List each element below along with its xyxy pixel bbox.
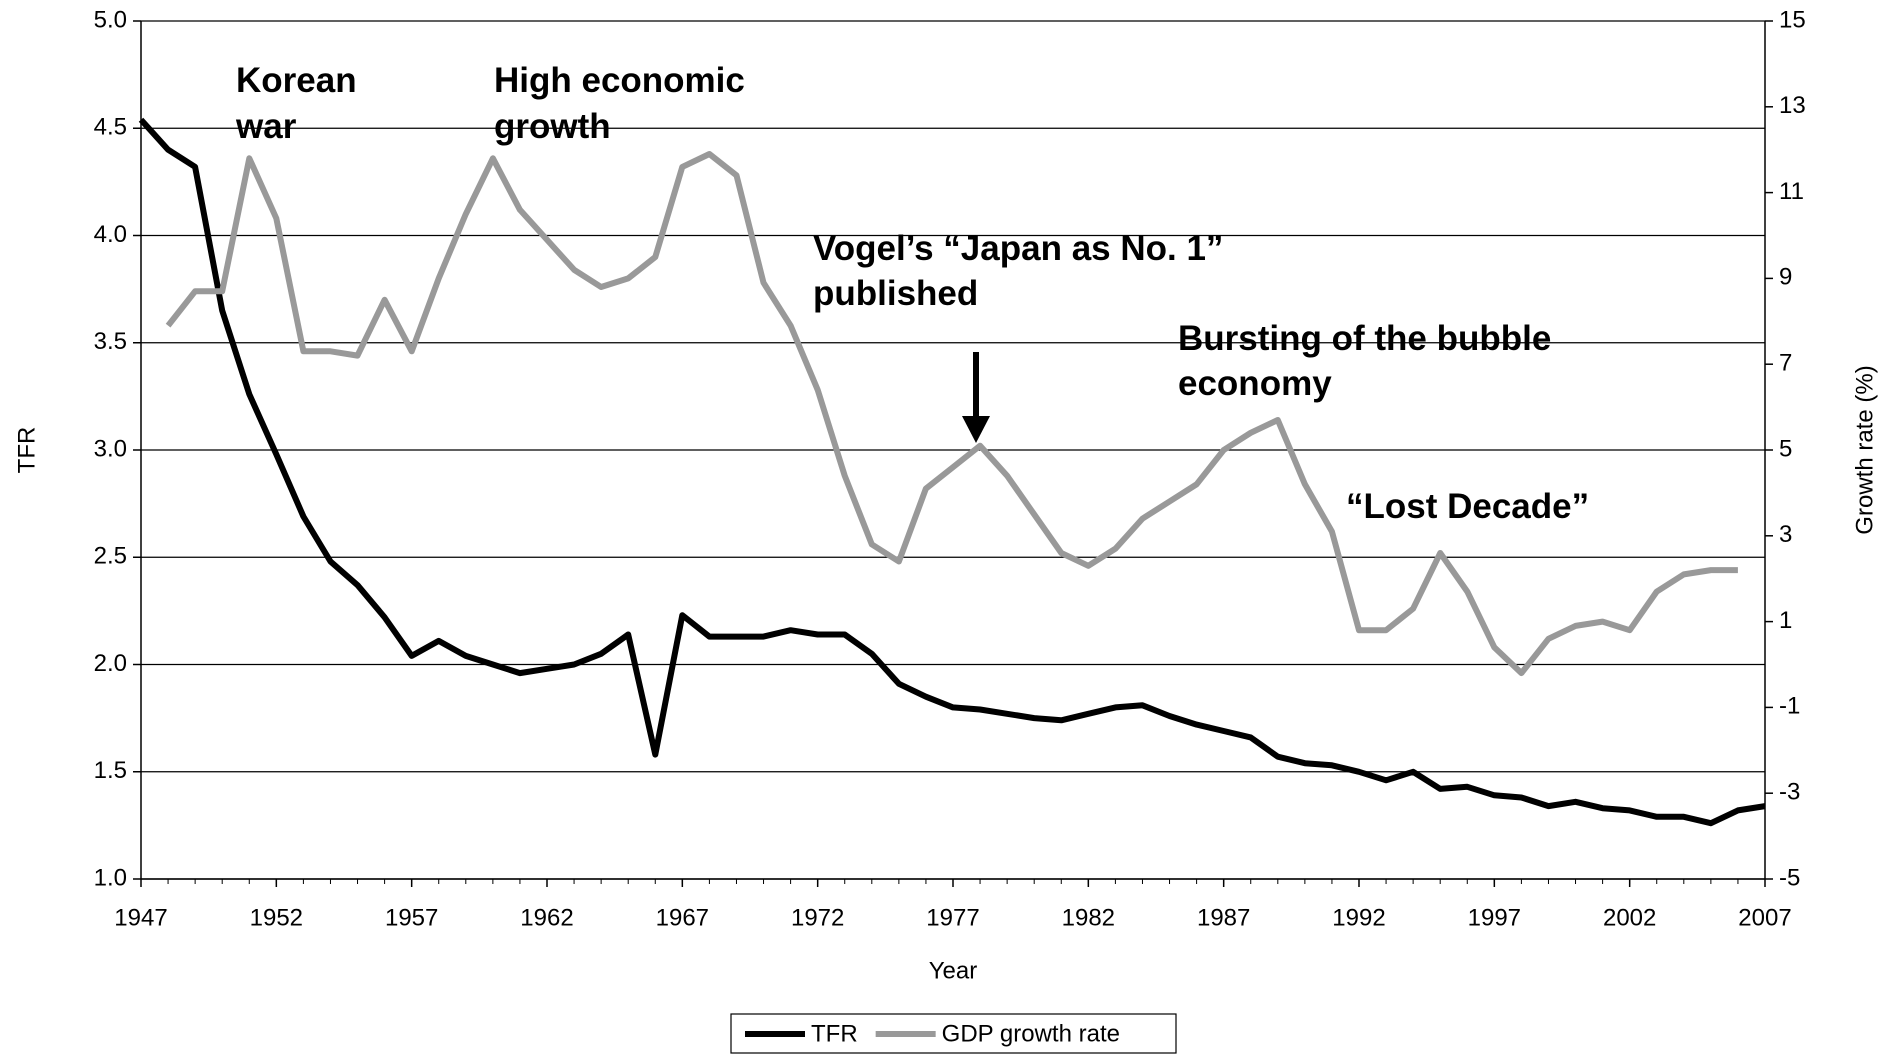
y-tick-label: 4.0: [94, 221, 127, 248]
x-tick-label: 1992: [1332, 904, 1385, 931]
legend-label: GDP growth rate: [942, 1020, 1120, 1047]
y2-tick-label: 5: [1779, 435, 1792, 462]
y2-tick-label: 13: [1779, 92, 1806, 119]
y-axis-title: TFR: [13, 427, 40, 474]
y2-tick-label: -5: [1779, 864, 1800, 891]
annotation: growth: [494, 107, 611, 146]
annotation: Bursting of the bubble: [1178, 319, 1551, 358]
x-tick-label: 1987: [1197, 904, 1250, 931]
y-tick-label: 1.0: [94, 864, 127, 891]
x-tick-label: 1967: [656, 904, 709, 931]
y-tick-label: 2.5: [94, 543, 127, 570]
y2-tick-label: 15: [1779, 6, 1806, 33]
x-tick-label: 1977: [926, 904, 979, 931]
legend-box: [730, 1013, 1177, 1054]
y2-tick-label: 9: [1779, 264, 1792, 291]
x-tick-label: 1952: [250, 904, 303, 931]
annotation: “Lost Decade”: [1346, 487, 1589, 526]
y-tick-label: 3.5: [94, 328, 127, 355]
annotation: economy: [1178, 364, 1332, 403]
line-series: [138, 117, 1766, 827]
annotation-arrowhead: [962, 416, 990, 443]
x-axis-title: Year: [929, 957, 978, 984]
x-tick-label: 1962: [520, 904, 573, 931]
annotation: High economic: [494, 61, 745, 100]
line-series: [165, 151, 1738, 677]
x-tick-label: 1982: [1062, 904, 1115, 931]
x-tick-label: 1957: [385, 904, 438, 931]
x-tick-label: 1997: [1468, 904, 1521, 931]
annotation: war: [235, 107, 297, 146]
annotation: Vogel’s “Japan as No. 1”: [813, 229, 1223, 268]
y2-axis-title: Growth rate (%): [1851, 365, 1878, 534]
legend-label: TFR: [811, 1020, 858, 1047]
y-tick-label: 2.0: [94, 650, 127, 677]
y-tick-label: 3.0: [94, 435, 127, 462]
annotation: Korean: [236, 61, 357, 100]
y2-tick-label: 1: [1779, 607, 1792, 634]
annotation: published: [813, 274, 978, 313]
x-tick-label: 2002: [1603, 904, 1656, 931]
y2-tick-label: 11: [1779, 178, 1804, 205]
x-tick-label: 1972: [791, 904, 844, 931]
x-tick-label: 2007: [1738, 904, 1791, 931]
y-tick-label: 4.5: [94, 114, 127, 141]
x-tick-label: 1947: [114, 904, 167, 931]
y2-tick-label: 7: [1779, 350, 1792, 377]
y2-tick-label: -1: [1779, 693, 1800, 720]
y-tick-label: 5.0: [94, 6, 127, 33]
y-tick-label: 1.5: [94, 757, 127, 784]
y2-tick-label: -3: [1779, 779, 1800, 806]
y2-tick-label: 3: [1779, 521, 1792, 548]
